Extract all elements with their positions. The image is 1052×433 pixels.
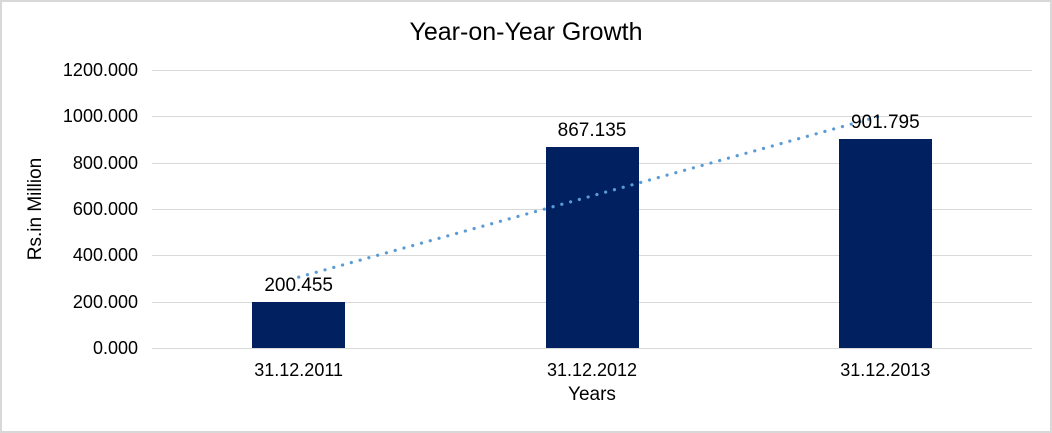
x-axis-title: Years: [568, 384, 616, 405]
y-tick-label: 200.000: [72, 291, 138, 312]
chart-title: Year-on-Year Growth: [409, 18, 643, 46]
x-tick-label: 31.12.2012: [546, 360, 638, 380]
plot-area: 0.000 200.000 400.000 600.000 800.000 1000.00…: [63, 60, 1032, 380]
x-axis-line: [152, 348, 1032, 349]
bar-31.12.2012: [545, 147, 639, 348]
y-tick-label: 400.000: [72, 245, 138, 266]
y-tick-label: 800.000: [72, 152, 138, 173]
x-tick-label: 31.12.2011: [254, 360, 344, 380]
data-label: 901.795: [850, 112, 920, 134]
y-tick-label: 1000.000: [62, 106, 138, 127]
gridline: [152, 70, 1032, 71]
trendline: [297, 113, 887, 279]
data-label: 200.455: [264, 274, 333, 296]
bar-31.12.2011: [252, 301, 346, 348]
data-label: 867.135: [557, 120, 627, 142]
y-tick-label: 0.000: [92, 338, 138, 358]
x-tick-label: 31.12.2013: [840, 360, 931, 380]
gridline: [152, 116, 1032, 118]
y-tick-label: 600.000: [72, 199, 138, 219]
bar-31.12.2013: [838, 139, 932, 348]
y-tick-label: 1200.000: [62, 60, 138, 80]
